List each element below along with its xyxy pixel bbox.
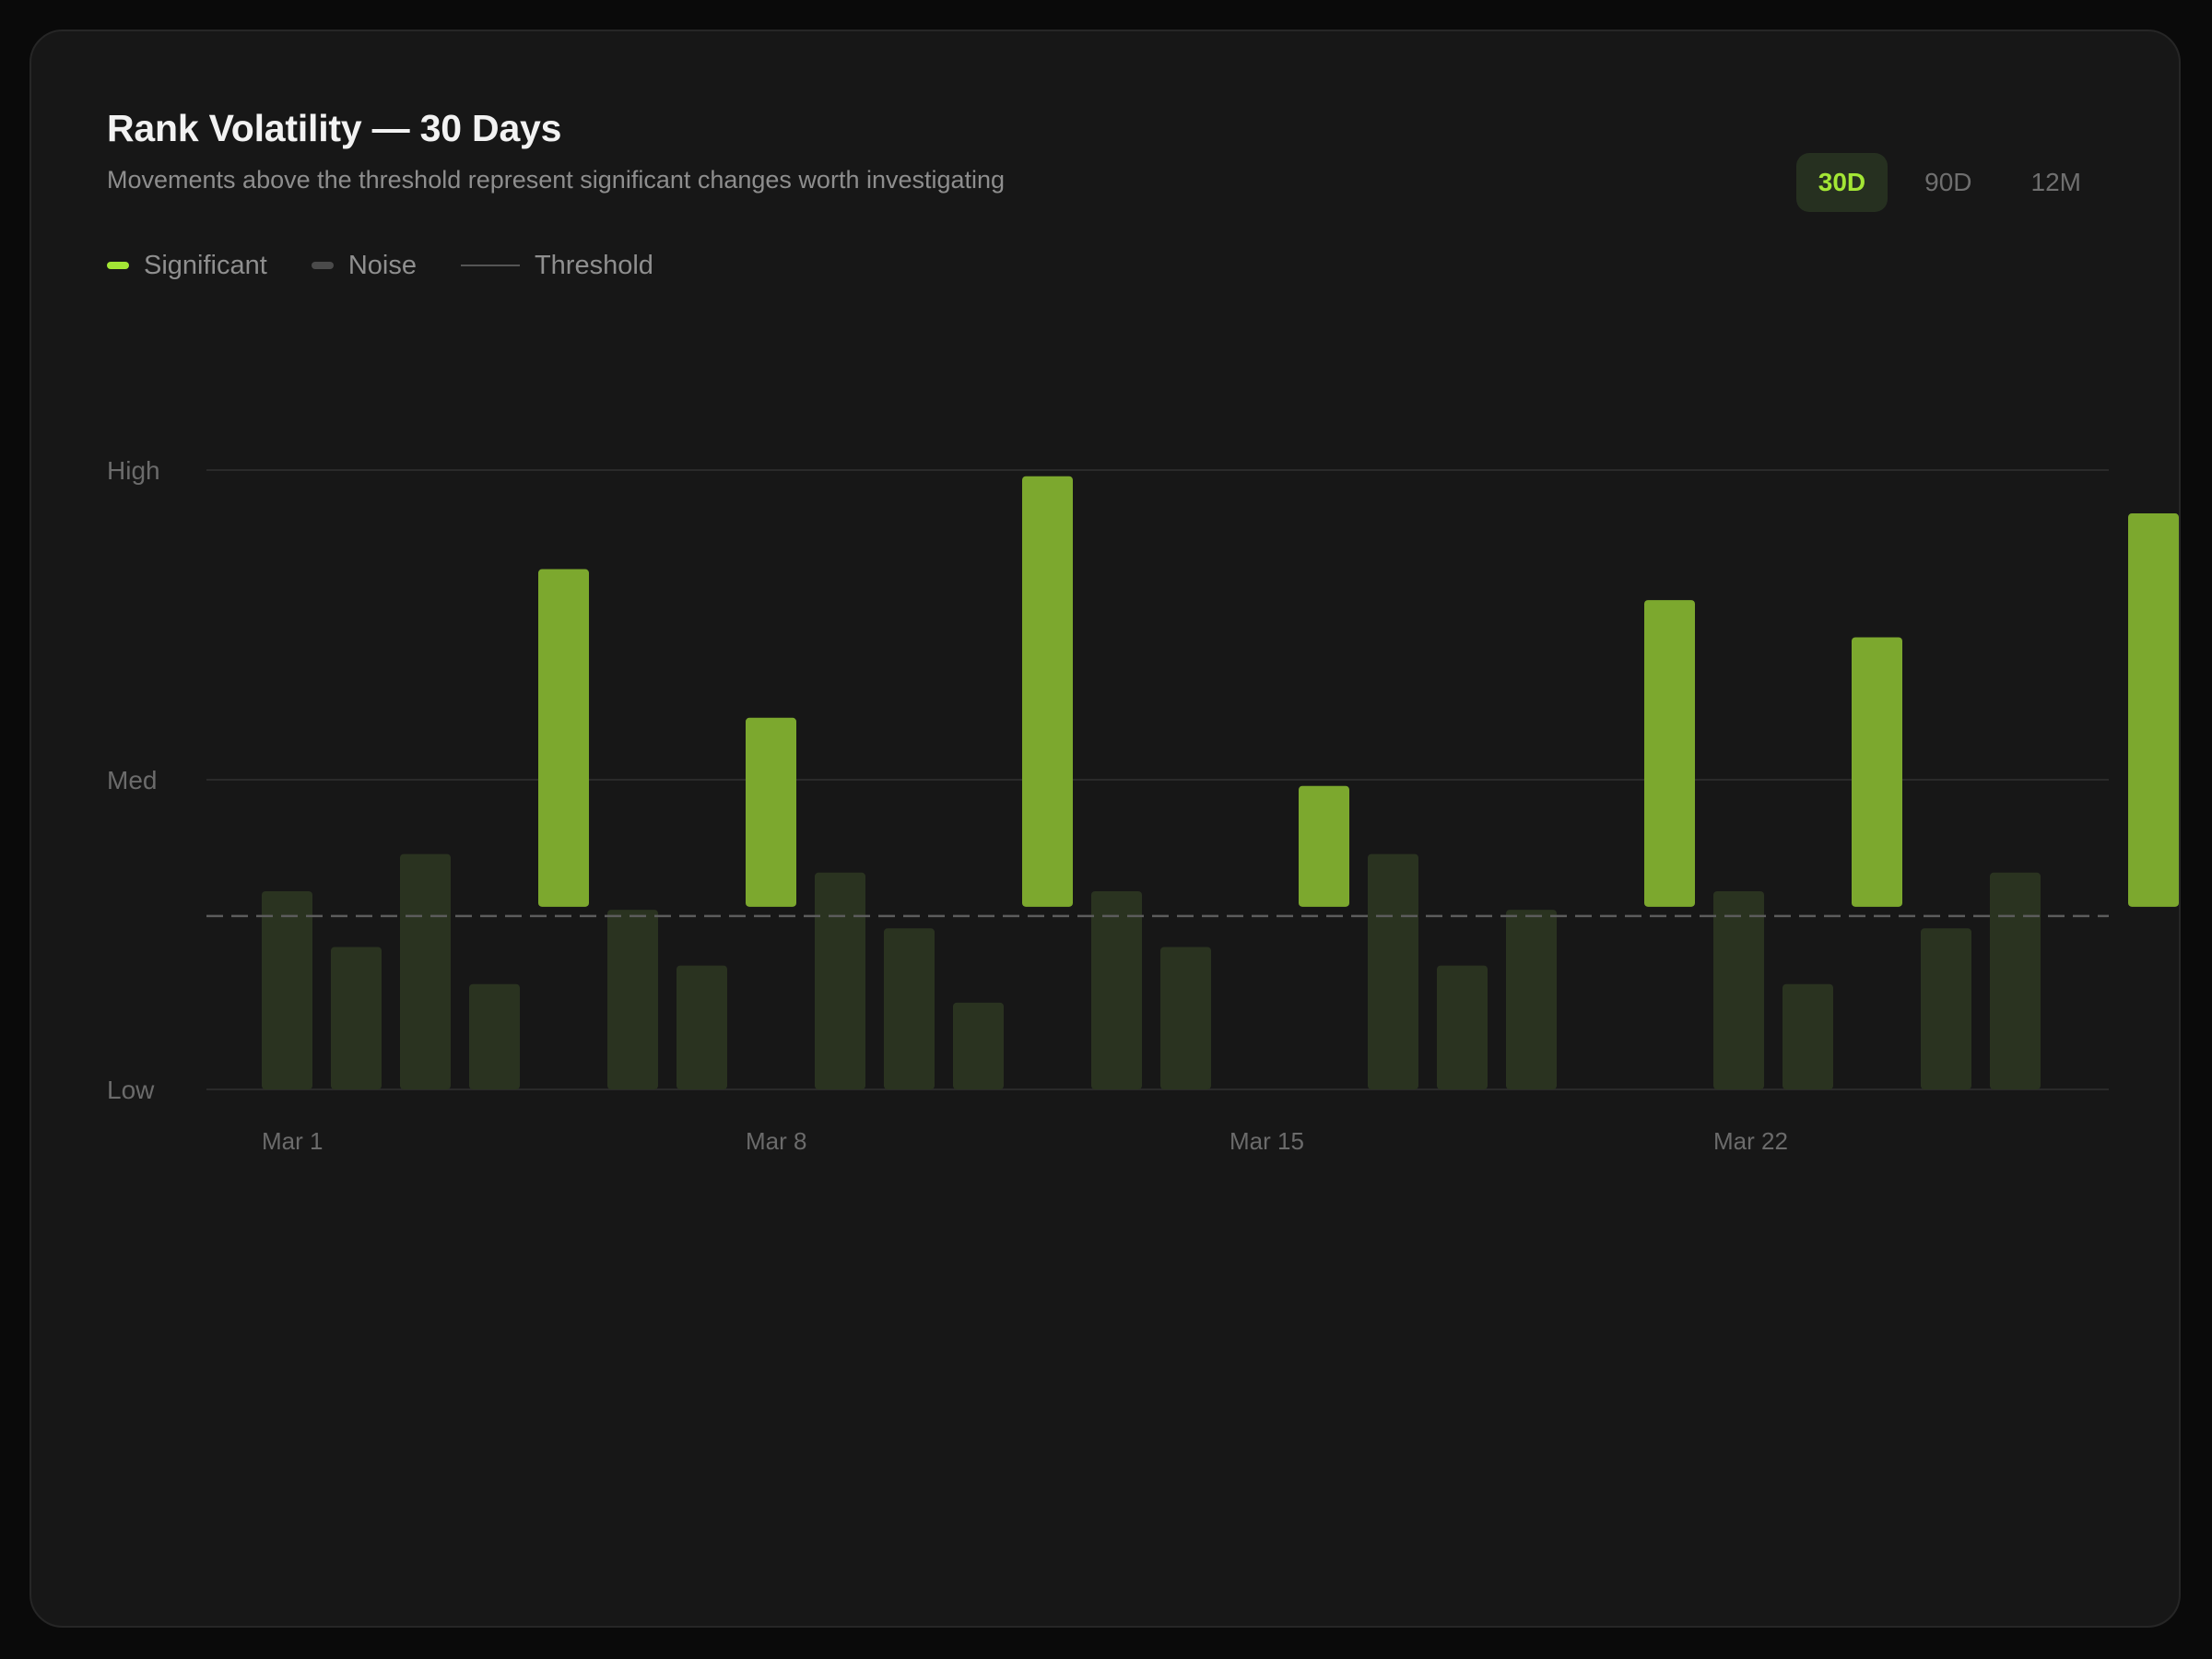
noise-swatch [311, 262, 334, 269]
x-tick-label: Mar 22 [1713, 1127, 1788, 1155]
x-tick-label: Mar 8 [746, 1127, 806, 1155]
noise-bar [1091, 890, 1142, 1089]
significant-bar [2128, 513, 2179, 907]
significant-bar [1299, 785, 1349, 907]
noise-bar [262, 890, 312, 1089]
noise-bar [815, 872, 865, 1089]
noise-bar [677, 965, 727, 1089]
significant-bar [1852, 637, 1902, 907]
period-90d-button[interactable]: 90D [1924, 168, 1972, 196]
legend-noise: Noise [311, 250, 417, 281]
legend-threshold: Threshold [460, 250, 653, 281]
noise-bar [1713, 890, 1764, 1089]
noise-bar [1506, 910, 1557, 1089]
legend-significant-label: Significant [144, 250, 267, 280]
noise-bar [884, 928, 935, 1089]
legend-threshold-label: Threshold [534, 250, 653, 280]
noise-bar [1160, 947, 1211, 1089]
x-tick-label: Mar 1 [262, 1127, 323, 1155]
y-tick-label: High [107, 456, 160, 485]
noise-bar [469, 983, 520, 1089]
significant-bar [1022, 476, 1073, 907]
noise-bar [400, 853, 451, 1089]
legend-noise-label: Noise [347, 250, 417, 280]
volatility-card: Rank Volatility — 30 Days Movements abov… [29, 29, 2181, 1628]
significant-bar [1644, 600, 1695, 907]
noise-bar [1437, 965, 1488, 1089]
period-30d-button[interactable]: 30D [1795, 153, 1888, 212]
legend-significant: Significant [107, 251, 267, 281]
noise-bar [1990, 872, 2041, 1089]
noise-bar [1368, 853, 1418, 1089]
noise-bar [953, 1002, 1004, 1089]
significant-bar [746, 717, 796, 907]
y-tick-label: Med [107, 766, 157, 794]
noise-bar [1783, 983, 1833, 1089]
noise-bar [607, 910, 658, 1089]
period-selector: 30D 90D 12M [1795, 153, 2103, 212]
y-tick-label: Low [107, 1076, 155, 1104]
x-tick-label: Mar 15 [1230, 1127, 1304, 1155]
threshold-swatch [460, 265, 520, 266]
significant-swatch [107, 262, 129, 269]
chart-subtitle: Movements above the threshold represent … [107, 166, 1006, 194]
noise-bar [331, 947, 382, 1089]
period-12m-button[interactable]: 12M [2030, 168, 2081, 196]
significant-bar [538, 569, 589, 907]
chart-legend: Significant Noise Threshold [107, 247, 698, 284]
chart-title: Rank Volatility — 30 Days [107, 107, 562, 149]
noise-bar [1921, 928, 1971, 1089]
